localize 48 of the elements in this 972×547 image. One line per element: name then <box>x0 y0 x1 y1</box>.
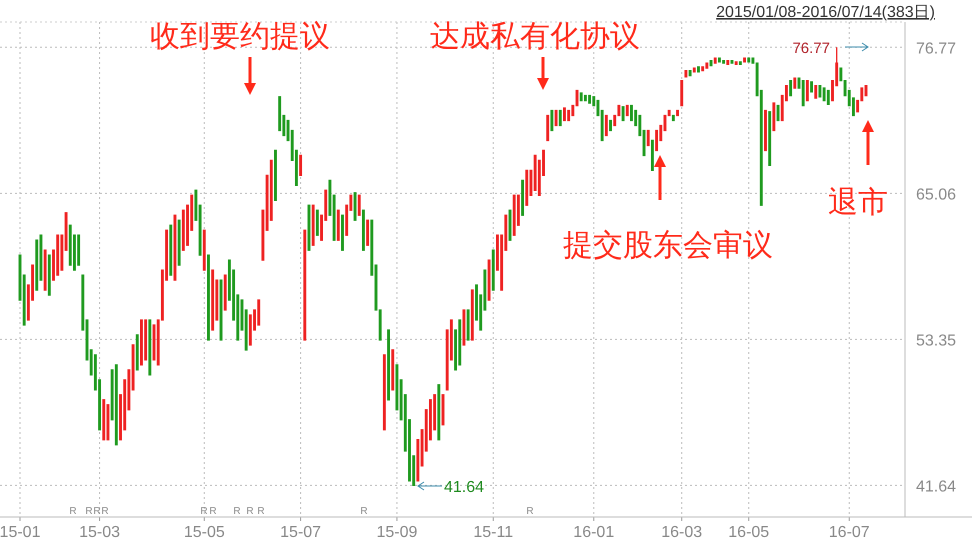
y-tick-label: 41.64 <box>916 478 956 496</box>
candlestick <box>701 66 704 72</box>
x-tick-label: 15-03 <box>79 524 120 541</box>
candlestick <box>697 66 700 73</box>
annotation: R <box>93 506 101 517</box>
candlestick <box>734 61 738 66</box>
candlestick <box>710 60 712 66</box>
x-tick-label: 16-07 <box>828 524 870 541</box>
annotation: R <box>360 506 368 517</box>
annotation: R <box>209 506 217 517</box>
x-tick-label: 15-11 <box>473 524 514 541</box>
x-tick-label: 15-05 <box>184 524 225 541</box>
annotation: 76.77 <box>792 40 830 57</box>
annotation: 达成私有化协议 <box>430 20 640 53</box>
candlestick <box>730 60 734 64</box>
candlestick <box>705 62 708 69</box>
candlestick <box>722 60 726 64</box>
y-tick-label: 65.06 <box>916 186 956 204</box>
candlestick <box>743 58 746 63</box>
candlestick <box>738 61 742 66</box>
x-tick-label: 15-01 <box>0 524 41 541</box>
chart-title: 2015/01/08-2016/07/14(383日) <box>716 4 935 21</box>
candlestick <box>672 114 675 122</box>
y-tick-label: 53.35 <box>916 332 956 350</box>
annotation: R <box>526 506 534 517</box>
x-tick-label: 15-07 <box>280 524 322 541</box>
annotation: R <box>257 506 265 517</box>
candlestick <box>688 70 692 76</box>
annotation: 收到要约提议 <box>150 20 330 53</box>
candlestick <box>684 70 688 78</box>
candlestick <box>718 58 721 63</box>
annotation: 41.64 <box>444 479 484 496</box>
annotation: R <box>69 506 77 517</box>
candlestick <box>810 81 814 92</box>
candlestick <box>584 94 587 102</box>
annotation: R <box>85 506 93 517</box>
y-tick-label: 76.77 <box>916 40 956 58</box>
annotation: R <box>233 506 241 517</box>
x-tick-label: 15-09 <box>376 524 418 541</box>
annotation: R <box>200 506 208 517</box>
annotation: 退市 <box>828 186 888 219</box>
annotation: R <box>246 506 254 517</box>
x-tick-label: 16-05 <box>728 524 770 541</box>
annotation: 提交股东会审议 <box>563 229 773 262</box>
annotation: R <box>101 506 109 517</box>
x-tick-label: 16-01 <box>573 524 614 541</box>
x-tick-label: 16-03 <box>661 524 702 541</box>
candlestick <box>676 110 679 116</box>
